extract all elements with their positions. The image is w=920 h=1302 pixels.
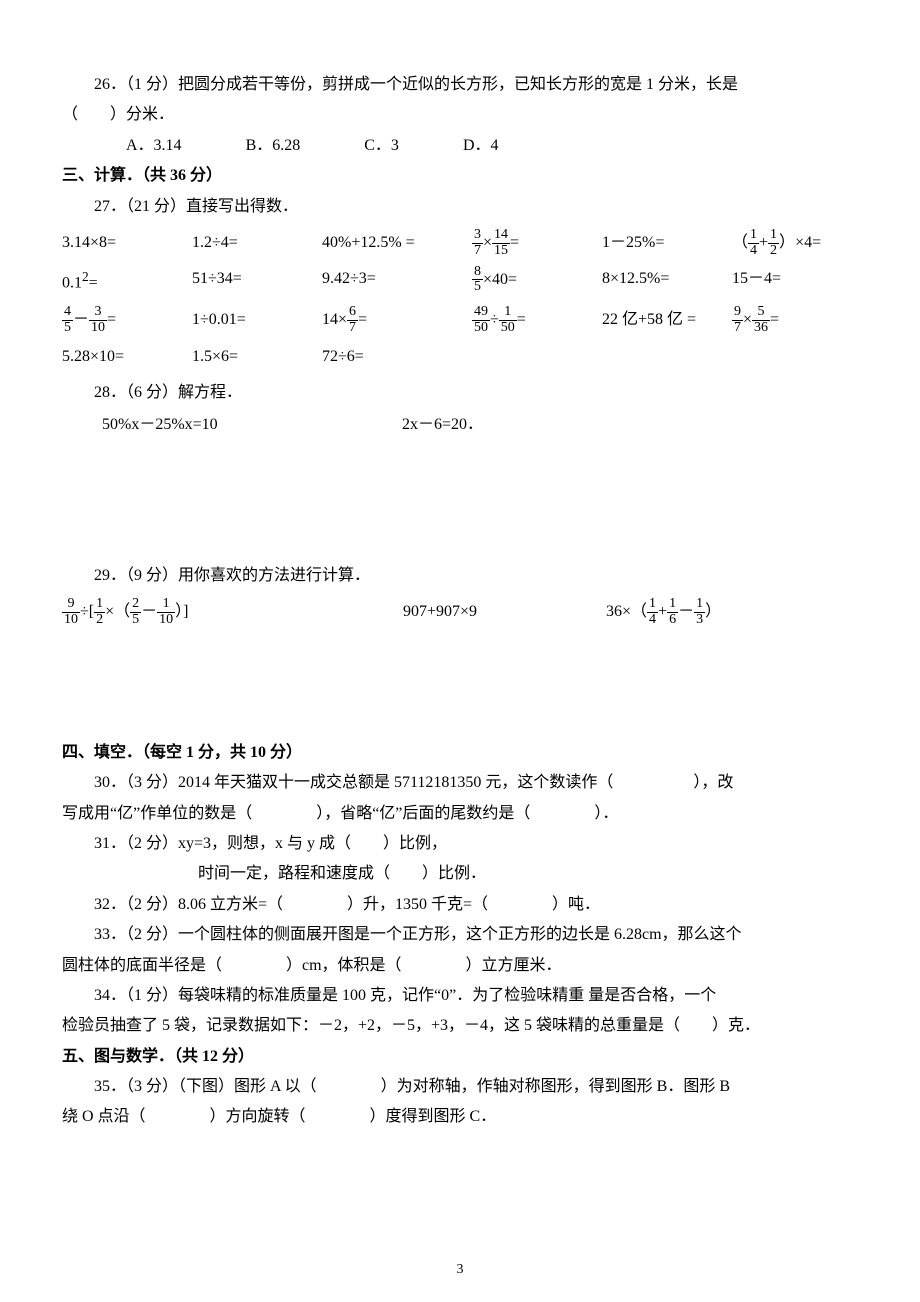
q26-opt-d: D．4 [431, 131, 499, 161]
q29-expr2: 907+907×9 [314, 597, 566, 628]
q27-r3c1: 45－310= [62, 305, 192, 336]
q27-r3c4: 4950÷150= [472, 305, 602, 336]
q33-l1: 33．（2 分）一个圆柱体的侧面展开图是一个正方形，这个正方形的边长是 6.28… [62, 920, 858, 950]
q27-stem: 27．（21 分）直接写出得数． [62, 192, 858, 222]
q34-l2: 检验员抽查了 5 袋，记录数据如下：－2，+2，－5，+3，－4，这 5 袋味精… [62, 1011, 858, 1041]
q31-l1: 31．（2 分）xy=3，则想，x 与 y 成（ ）比例， [62, 829, 858, 859]
q26-stem-line1: 26．（1 分）把圆分成若干等份，剪拼成一个近似的长方形，已知长方形的宽是 1 … [62, 70, 858, 100]
q26-opt-c: C．3 [332, 131, 399, 161]
q35-l2: 绕 O 点沿（ ）方向旋转（ ）度得到图形 C． [62, 1102, 858, 1132]
q27-r1c6: （14+12）×4= [732, 228, 852, 259]
q27-r1c1: 3.14×8= [62, 228, 192, 259]
q27-r3c3: 14×67= [322, 305, 472, 336]
q29-expressions: 910÷[12×（25－110）] 907+907×9 36×（14+16－13… [62, 597, 858, 628]
q27-r3c6: 97×536= [732, 305, 852, 336]
q27-r2c2: 51÷34= [192, 264, 322, 299]
q27-r2c6: 15－4= [732, 264, 852, 299]
q35-l1: 35．（3 分）（下图）图形 A 以（ ）为对称轴，作轴对称图形，得到图形 B．… [62, 1072, 858, 1102]
q29-stem: 29．（9 分）用你喜欢的方法进行计算． [62, 561, 858, 591]
q30-l2: 写成用“亿”作单位的数是（ ），省略“亿”后面的尾数约是（ ）． [62, 799, 858, 829]
q27-r2c3: 9.42÷3= [322, 264, 472, 299]
q27-r2c4: 85×40= [472, 264, 602, 299]
q27-r4c1: 5.28×10= [62, 342, 192, 372]
q31-l2: 时间一定，路程和速度成（ ）比例． [62, 859, 858, 889]
q27-r1c5: 1－25%= [602, 228, 732, 259]
q29-expr3: 36×（14+16－13） [566, 597, 858, 628]
q27-r1c3: 40%+12.5% = [322, 228, 472, 259]
q26-opt-b: B．6.28 [214, 131, 301, 161]
q27-r1c4: 37×1415= [472, 228, 602, 259]
q27-r4c3: 72÷6= [322, 342, 472, 372]
q28-eq2: 2x－6=20． [402, 410, 652, 440]
q26-options: A．3.14 B．6.28 C．3 D．4 [62, 131, 858, 161]
section5-title: 五、图与数学．（共 12 分） [62, 1042, 858, 1072]
q27-row4: 5.28×10= 1.5×6= 72÷6= [62, 342, 858, 372]
q30-l1: 30．（3 分）2014 年天猫双十一成交总额是 57112181350 元，这… [62, 768, 858, 798]
section4-title: 四、填空．（每空 1 分，共 10 分） [62, 738, 858, 768]
q28-equations: 50%x－25%x=10 2x－6=20． [62, 410, 858, 440]
q34-l1: 34．（1 分）每袋味精的标准质量是 100 克，记作“0”．为了检验味精重 量… [62, 981, 858, 1011]
page-number: 3 [0, 1257, 920, 1284]
q28-stem: 28．（6 分）解方程． [62, 378, 858, 408]
q29-expr1: 910÷[12×（25－110）] [62, 597, 314, 628]
q27-r2c1: 0.12= [62, 264, 192, 299]
q32: 32．（2 分）8.06 立方米=（ ）升，1350 千克=（ ）吨． [62, 890, 858, 920]
q27-row2: 0.12= 51÷34= 9.42÷3= 85×40= 8×12.5%= 15－… [62, 264, 858, 299]
q27-row1: 3.14×8= 1.2÷4= 40%+12.5% = 37×1415= 1－25… [62, 228, 858, 259]
q27-row3: 45－310= 1÷0.01= 14×67= 4950÷150= 22 亿+58… [62, 305, 858, 336]
q27-r2c5: 8×12.5%= [602, 264, 732, 299]
q27-r3c2: 1÷0.01= [192, 305, 322, 336]
q28-eq1: 50%x－25%x=10 [62, 410, 402, 440]
q33-l2: 圆柱体的底面半径是（ ）cm，体积是（ ）立方厘米． [62, 951, 858, 981]
q26-stem-line2: （ ）分米． [62, 100, 858, 130]
q26-opt-a: A．3.14 [94, 131, 182, 161]
section3-title: 三、计算．（共 36 分） [62, 161, 858, 191]
q27-r4c2: 1.5×6= [192, 342, 322, 372]
q27-r1c2: 1.2÷4= [192, 228, 322, 259]
q27-r3c5: 22 亿+58 亿 = [602, 305, 732, 336]
